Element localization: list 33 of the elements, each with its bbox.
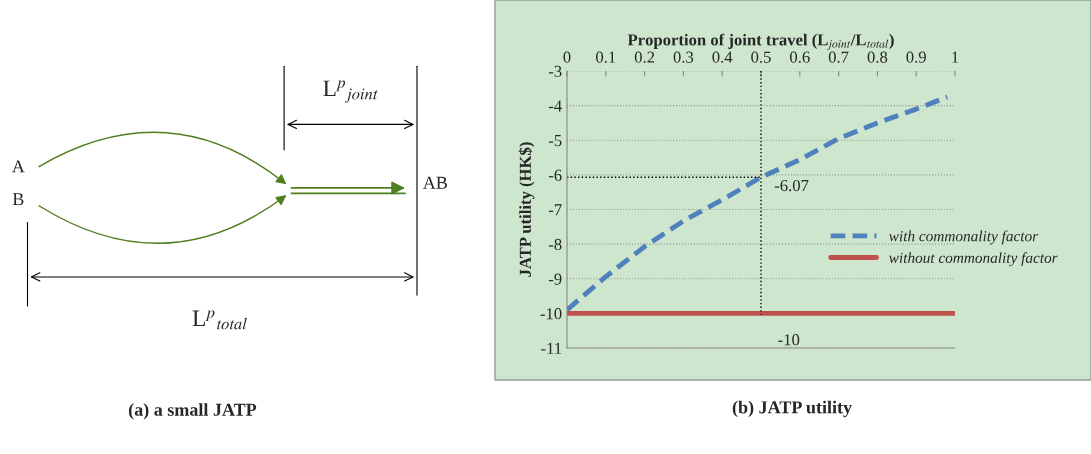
- x-axis-title: Proportion of joint travel (L$_{joint}$/L$_{total}$): [627, 33, 894, 50]
- y-axis-title: JATP utility (HK$): [518, 142, 535, 277]
- y-tick-label: -3: [548, 65, 562, 77]
- annotation: -6.07: [774, 179, 809, 192]
- x-tick-label: 0.8: [867, 51, 888, 63]
- y-tick-label: -5: [548, 135, 562, 147]
- x-tick-label: 0.4: [712, 51, 733, 63]
- text: (b) JATP utility: [732, 400, 852, 418]
- x-tick-label: 0.9: [906, 51, 926, 63]
- y-tick-label: -9: [548, 273, 562, 285]
- x-tick-label: 0.3: [673, 51, 694, 63]
- y-tick-label: -8: [548, 238, 562, 251]
- text: (a) a small JATP: [128, 403, 257, 420]
- text: A: [11, 160, 25, 173]
- y-tick-label: -4: [548, 100, 562, 112]
- y-tick-label: -6: [548, 169, 562, 181]
- y-tick-label: -10: [540, 308, 562, 320]
- x-tick-label: 0.2: [634, 51, 655, 63]
- x-tick-label: 0.1: [596, 51, 616, 63]
- y-tick-label: -7: [548, 204, 562, 216]
- text: L$^{p}$$_{joint}$: [323, 80, 378, 103]
- x-tick-label: 1: [952, 51, 959, 63]
- annotation: -10: [778, 334, 800, 346]
- text: L$^{p}$$_{total}$: [192, 310, 247, 330]
- text: B: [12, 193, 24, 206]
- legend-label: with commonality factor: [889, 230, 1039, 245]
- x-tick-label: 0.7: [828, 51, 849, 63]
- x-tick-label: 0.5: [751, 51, 771, 63]
- y-tick-label: -11: [541, 342, 562, 354]
- text: AB: [422, 176, 447, 189]
- x-tick-label: 0: [563, 51, 571, 63]
- legend-label: without commonality factor: [889, 252, 1058, 267]
- x-tick-label: 0.6: [790, 51, 810, 63]
